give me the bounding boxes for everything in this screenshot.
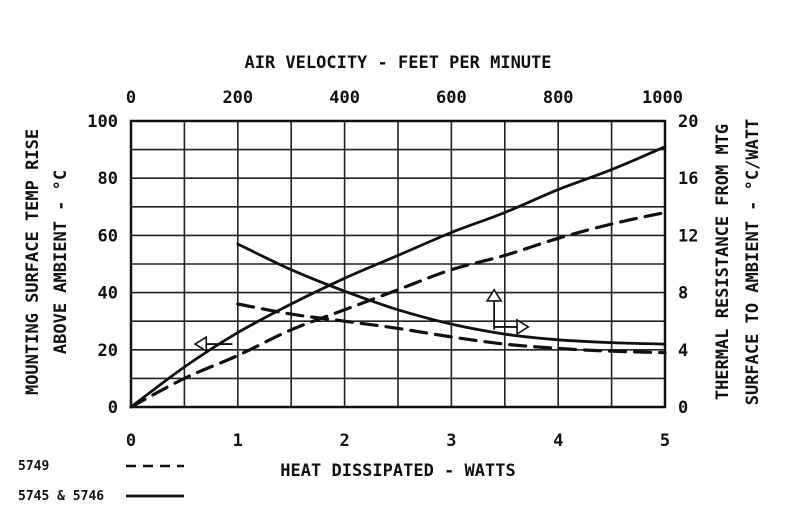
y-left-tick-label: 100	[87, 112, 118, 132]
arrowhead-right	[516, 318, 530, 336]
arrowhead-up	[485, 288, 503, 302]
x-bottom-tick-label: 2	[339, 431, 349, 451]
series-line-3	[236, 242, 667, 346]
x-top-tick-label: 1000	[642, 88, 683, 108]
x-bottom-tick-label: 4	[553, 431, 563, 451]
x-top-tick-label: 200	[222, 88, 253, 108]
x-bottom-tick-label: 0	[126, 431, 136, 451]
y-left-label-line1: MOUNTING SURFACE TEMP RISE	[23, 129, 43, 395]
series-line-2	[129, 210, 667, 409]
y-right-label-line1: THERMAL RESISTANCE FROM MTG	[713, 124, 733, 400]
x-top-tick-label: 400	[329, 88, 360, 108]
arrows	[193, 288, 530, 353]
y-right-tick-label: 20	[678, 112, 698, 132]
plot-frame	[129, 119, 667, 409]
tick-labels: 0 1 2 3 4 50 200 400 600 800 100002040608010004812…	[87, 88, 698, 451]
legend: 5749 5745 & 5746	[18, 459, 184, 504]
x-axis-label: HEAT DISSIPATED - WATTS	[280, 461, 515, 481]
x-bottom-tick-label: 3	[446, 431, 456, 451]
x-bottom-tick-label: 1	[233, 431, 243, 451]
y-left-tick-label: 20	[98, 341, 118, 361]
y-left-tick-label: 40	[98, 284, 118, 304]
y-right-tick-label: 0	[678, 398, 688, 418]
y-right-label-line2: SURFACE TO AMBIENT - °C/WATT	[743, 119, 763, 406]
legend-label-5745-5746: 5745 & 5746	[18, 489, 104, 504]
chart-title: AIR VELOCITY - FEET PER MINUTE	[244, 53, 551, 73]
y-left-tick-label: 60	[98, 226, 118, 246]
x-top-tick-label: 800	[543, 88, 574, 108]
x-bottom-tick-label: 5	[660, 431, 670, 451]
y-right-tick-label: 4	[678, 341, 688, 361]
y-right-tick-label: 12	[678, 226, 698, 246]
y-left-tick-label: 80	[98, 169, 118, 189]
y-left-label-line2: ABOVE AMBIENT - °C	[51, 170, 71, 354]
y-right-tick-label: 16	[678, 169, 698, 189]
y-left-tick-label: 0	[108, 398, 118, 418]
arrowhead-left	[193, 335, 208, 353]
y-right-tick-label: 8	[678, 284, 688, 304]
x-top-tick-label: 600	[436, 88, 467, 108]
x-top-tick-label: 0	[126, 88, 136, 108]
series-layer	[129, 145, 667, 409]
series-line-4	[236, 302, 667, 355]
series-line-1	[129, 145, 667, 409]
legend-label-5749: 5749	[18, 459, 49, 474]
grid	[131, 121, 665, 407]
